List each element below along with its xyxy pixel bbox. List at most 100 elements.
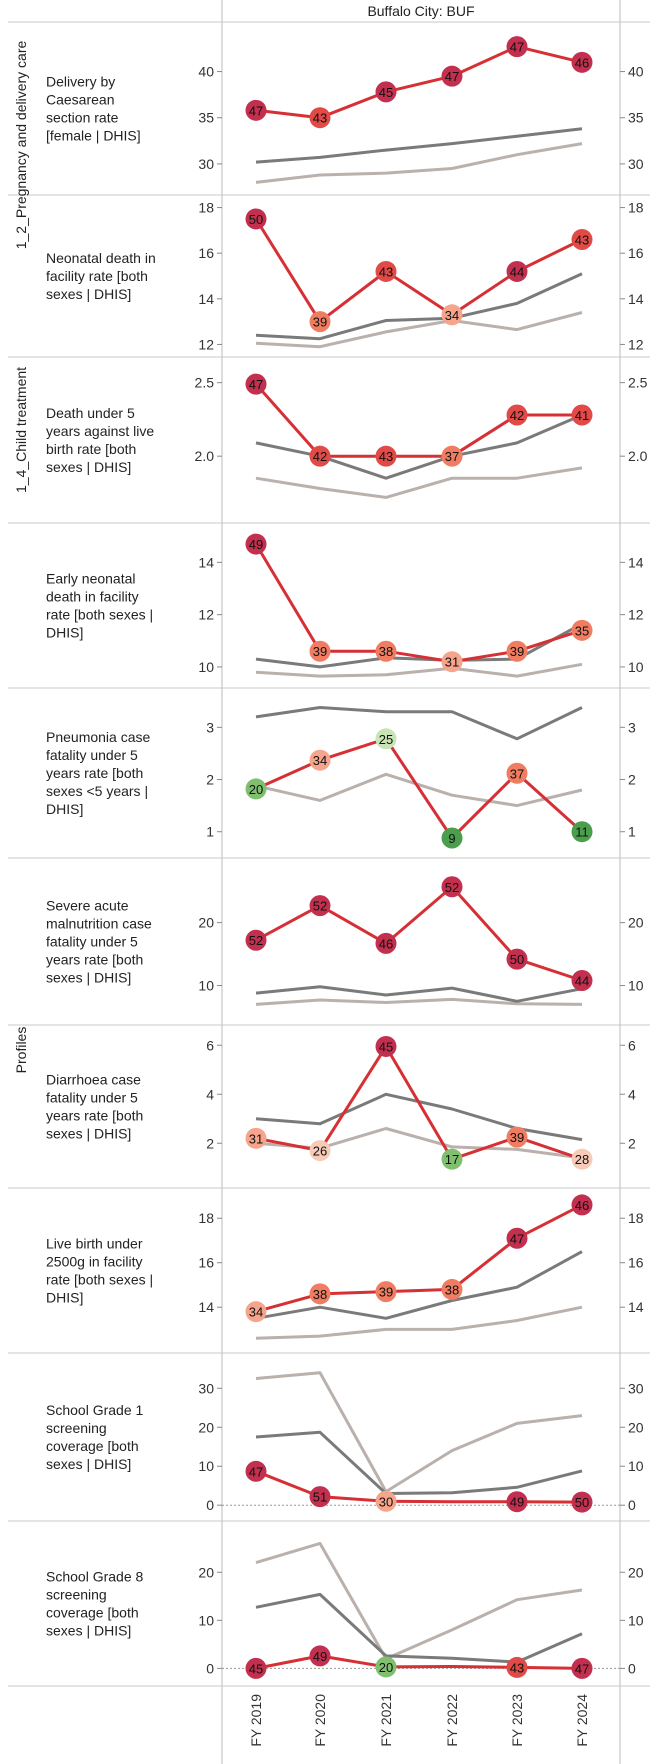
panel-4-rank-label-1: 34 [313,753,327,768]
panel-1-point-1 [309,311,331,333]
panel-5-rank-label-4: 50 [510,952,524,967]
panel-8-point-2 [375,1490,397,1512]
panel-6-rank-label-4: 39 [510,1130,524,1145]
panel-8-left-tick-label-1: 10 [198,1458,214,1474]
panel-2-point-4 [506,404,528,426]
panel-0-rank-label-0: 47 [249,103,263,118]
panel-1-rank-label-0: 50 [249,212,263,227]
panel-5-label-line-1: malnutrition case [46,916,152,932]
panel-3-point-3 [441,651,463,673]
panel-0-left-tick-label-0: 30 [198,156,214,172]
panel-2-label-line-3: sexes | DHIS] [46,459,131,475]
panel-6-point-0 [245,1127,267,1149]
panel-2-point-2 [375,445,397,467]
panel-0-point-3 [441,65,463,87]
panel-1-national-line [255,272,583,341]
panel-7-right-tick-label-1: 16 [628,1255,644,1271]
panel-7-rank-label-4: 47 [510,1231,524,1246]
panel-6-left-tick-label-1: 4 [206,1086,214,1102]
panel-7-district-line [255,1203,583,1314]
panel-0-left-tick-label-2: 40 [198,64,214,80]
panel-4-rank-label-2: 25 [379,732,393,747]
panel-0-rank-label-2: 45 [379,85,393,100]
panel-3-point-2 [375,640,397,662]
panel-4-label-line-4: DHIS] [46,801,83,817]
panel-9-point-2 [375,1656,397,1678]
panel-9-district-line [255,1654,583,1670]
panel-6-left-tick-label-2: 6 [206,1037,214,1053]
panel-1-point-3 [441,304,463,326]
panel-9-rank-label-0: 45 [249,1661,263,1676]
panel-4-point-5 [571,821,593,843]
panel-6-point-2 [375,1035,397,1057]
panel-7-point-1 [309,1283,331,1305]
panel-1-point-4 [506,260,528,282]
panel-4-rank-label-5: 11 [575,825,589,840]
x-tick-label-5: FY 2024 [574,1694,590,1747]
panel-9-point-4 [506,1656,528,1678]
panel-4-district-line [255,737,584,840]
panel-4-right-tick-label-1: 2 [628,772,636,788]
panel-6-right-tick-label-1: 4 [628,1086,636,1102]
panel-5-rank-label-1: 52 [313,899,327,914]
group-label-0: 1_2_Pregnancy and delivery care [13,40,29,249]
panel-4-label-line-0: Pneumonia case [46,729,151,745]
panel-8-point-0 [245,1460,267,1482]
panel-7-point-0 [245,1301,267,1323]
panel-7-rank-label-0: 34 [249,1305,263,1320]
panel-8-label-line-2: coverage [both [46,1438,139,1454]
panel-8-rank-label-2: 30 [379,1494,393,1509]
panel-5-label-line-3: years rate [both [46,952,143,968]
panel-0-province-line [255,142,583,184]
panel-1-rank-label-1: 39 [313,315,327,330]
panel-4-point-0 [245,778,267,800]
panel-2-right-tick-label-1: 2.5 [628,375,648,391]
panel-3-right-tick-label-0: 10 [628,659,644,675]
panel-6-rank-label-0: 31 [249,1131,263,1146]
panel-2-national-line [255,413,583,480]
panel-2-label-line-1: years against live [46,423,154,439]
panel-1-left-tick-label-2: 16 [198,245,214,261]
panel-2-point-3 [441,445,463,467]
panel-3-left-tick-label-1: 12 [198,607,214,623]
panel-8-right-tick-label-0: 0 [628,1497,636,1513]
panel-4-point-2 [375,728,397,750]
panel-2-rank-label-4: 42 [510,408,524,423]
panel-4-rank-label-3: 9 [448,831,455,846]
x-tick-label-2: FY 2021 [378,1694,394,1747]
panel-8-rank-label-5: 50 [575,1495,589,1510]
panel-1-point-5 [571,229,593,250]
panel-4-label-line-2: years rate [both [46,765,143,781]
panel-7-rank-label-3: 38 [445,1282,459,1297]
panel-3-rank-label-2: 38 [379,644,393,659]
panel-7-right-tick-label-2: 18 [628,1210,644,1226]
panel-4-label-line-3: sexes <5 years | [46,783,148,799]
panel-8-national-line [255,1430,583,1495]
panel-9-label-line-3: sexes | DHIS] [46,1623,131,1639]
panel-2-point-0 [245,373,267,395]
panel-8-point-5 [571,1491,593,1513]
panel-6-label-line-3: sexes | DHIS] [46,1126,131,1142]
panel-6-label-line-2: years rate [both [46,1108,143,1124]
panel-7-rank-label-2: 39 [379,1285,393,1300]
panel-8-province-line [255,1371,583,1494]
panel-8-left-tick-label-0: 0 [206,1497,214,1513]
panel-7-point-2 [375,1281,397,1303]
panel-3-label-line-1: death in facility [46,589,139,605]
panel-1-right-tick-label-0: 12 [628,336,644,352]
panel-0-point-4 [506,36,528,58]
panel-7-left-tick-label-2: 18 [198,1210,214,1226]
panel-1-rank-label-2: 43 [379,264,393,279]
panel-5-label-line-4: sexes | DHIS] [46,970,131,986]
panel-9-rank-label-1: 49 [313,1649,327,1664]
panel-9-left-tick-label-1: 10 [198,1612,214,1628]
panel-5-rank-label-3: 52 [445,880,459,895]
panel-0-point-1 [309,107,331,129]
panel-5-point-5 [571,970,593,992]
panel-3-point-4 [506,640,528,662]
panel-3-province-line [255,662,583,678]
panel-1-left-tick-label-3: 18 [198,200,214,216]
x-tick-label-4: FY 2023 [509,1694,525,1747]
panel-1-rank-label-5: 43 [575,233,589,248]
